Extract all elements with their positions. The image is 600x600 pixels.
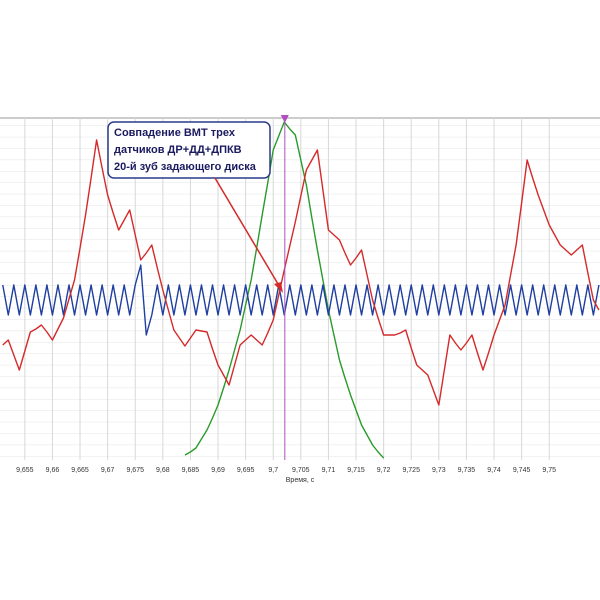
x-axis-title: Время, с	[286, 477, 315, 484]
x-tick-label: 9,73	[432, 467, 446, 474]
x-tick-label: 9,68	[156, 467, 170, 474]
annotation-arrow	[214, 177, 282, 290]
annotation-line: датчиков ДР+ДД+ДПКВ	[114, 144, 242, 156]
series-line	[184, 121, 385, 459]
x-tick-label: 9,665	[71, 467, 89, 474]
x-tick-label: 9,7	[268, 467, 278, 474]
x-tick-label: 9,705	[292, 467, 310, 474]
annotation-box	[107, 121, 271, 179]
x-tick-label: 9,725	[402, 467, 420, 474]
x-tick-label: 9,695	[237, 467, 255, 474]
x-tick-label: 9,67	[101, 467, 115, 474]
x-tick-label: 9,745	[513, 467, 531, 474]
x-tick-label: 9,66	[46, 467, 60, 474]
annotation-arrowhead	[274, 282, 283, 293]
x-tick-label: 9,75	[542, 467, 556, 474]
x-tick-label: 9,675	[126, 467, 144, 474]
x-tick-label: 9,72	[377, 467, 391, 474]
x-tick-label: 9,74	[487, 467, 501, 474]
x-tick-label: 9,655	[16, 467, 34, 474]
x-tick-label: 9,69	[211, 467, 225, 474]
cursor-marker	[280, 115, 289, 123]
annotation-line: Совпадение ВМТ трех	[114, 127, 236, 139]
x-tick-label: 9,735	[458, 467, 476, 474]
annotation-line: 20-й зуб задающего диска	[114, 161, 257, 173]
series-line	[2, 264, 600, 336]
series-line	[2, 139, 600, 406]
x-tick-label: 9,685	[182, 467, 200, 474]
x-tick-label: 9,71	[322, 467, 336, 474]
x-tick-label: 9,715	[347, 467, 365, 474]
